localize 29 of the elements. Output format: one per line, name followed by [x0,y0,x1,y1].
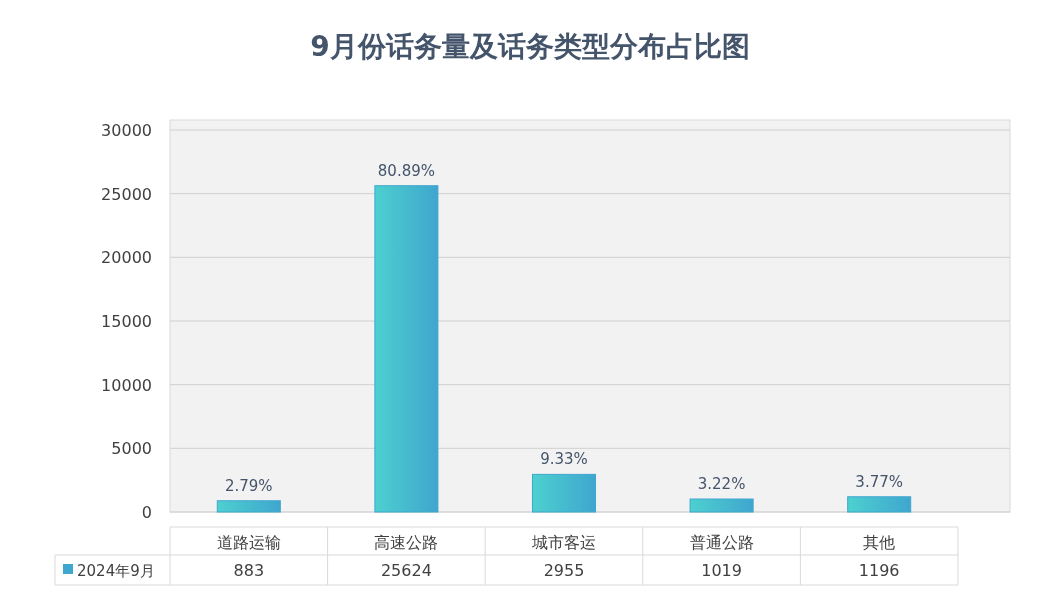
annotation: 3.77% [855,472,904,491]
bar [531,473,597,513]
annotation: 2.79% [224,476,273,495]
annotation: 3.22% [697,475,746,494]
x-tick-label: 城市客运 [531,533,596,552]
legend-label: 2024年9月 [77,562,155,580]
bar [689,498,754,513]
y-tick-label: 0 [141,503,152,522]
data-label: 25624 [380,561,432,580]
annotation: 80.89% [377,161,435,180]
x-tick-label: 道路运输 [216,533,281,552]
bar [374,185,439,513]
x-tick-label: 普通公路 [689,533,754,552]
bar [216,500,281,513]
data-label: 1019 [701,561,742,580]
y-tick-label: 20000 [101,248,152,268]
y-tick-label: 25000 [101,184,152,204]
chart-title: 9月份话务量及话务类型分布占比图 [310,30,750,63]
x-tick-label: 其他 [863,533,896,552]
y-tick-label: 5000 [111,439,152,459]
bar [847,496,912,513]
data-label: 883 [233,561,265,580]
y-tick-label: 10000 [101,375,152,395]
y-tick-label: 30000 [101,121,152,140]
annotation: 9.33% [540,450,588,469]
data-label: 1196 [858,561,900,580]
y-tick-label: 15000 [101,312,152,331]
x-tick-label: 高速公路 [374,533,439,552]
data-label: 2955 [543,561,585,580]
